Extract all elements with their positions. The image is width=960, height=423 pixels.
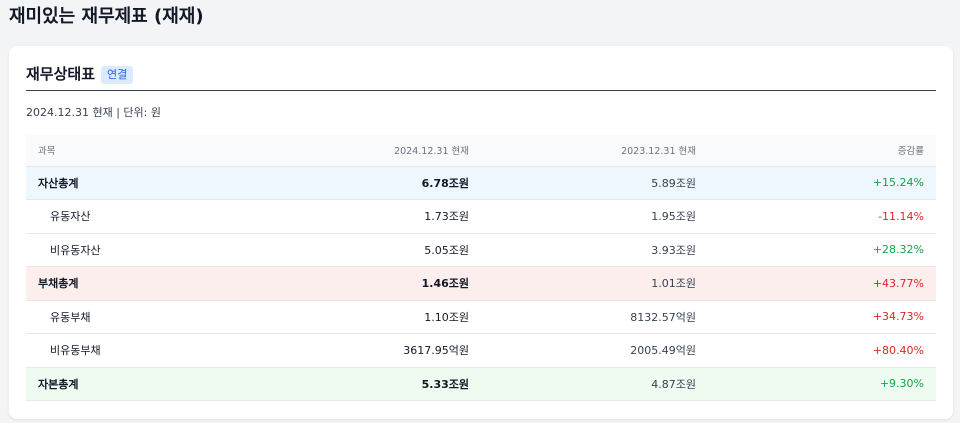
balance-sheet-table: 과목 2024.12.31 현재 2023.12.31 현재 증감률 자산총계 6…	[26, 135, 936, 401]
row-previous-value: 3.93조원	[651, 243, 696, 257]
row-previous-value: 2005.49억원	[630, 344, 696, 358]
row-previous-value: 8132.57억원	[630, 310, 696, 324]
table-row: 자본총계 5.33조원 4.87조원 +9.30%	[26, 367, 936, 401]
row-change-rate: +15.24%	[872, 176, 924, 190]
header-change: 증감률	[696, 135, 936, 167]
report-date-unit: 2024.12.31 현재 | 단위: 원	[26, 106, 161, 119]
row-current-value: 3617.95억원	[403, 344, 469, 358]
row-change-rate: +28.32%	[872, 243, 924, 257]
row-label: 비유동자산	[50, 243, 101, 257]
row-current-value: 6.78조원	[421, 176, 469, 190]
section-header: 재무상태표 연결	[26, 63, 936, 91]
table-row: 자산총계 6.78조원 5.89조원 +15.24%	[26, 166, 936, 200]
row-change-rate: +80.40%	[872, 343, 924, 357]
header-previous: 2023.12.31 현재	[469, 135, 696, 167]
section-title: 재무상태표	[26, 65, 96, 83]
row-change-rate: -11.14%	[878, 209, 924, 223]
row-change-rate: +34.73%	[872, 310, 924, 324]
row-label: 부채총계	[38, 277, 79, 291]
row-change-rate: +9.30%	[879, 377, 924, 391]
header-account: 과목	[26, 135, 253, 167]
row-change-rate: +43.77%	[872, 276, 924, 290]
row-previous-value: 4.87조원	[651, 377, 696, 391]
table-row: 부채총계 1.46조원 1.01조원 +43.77%	[26, 266, 936, 300]
row-current-value: 5.33조원	[421, 377, 469, 391]
table-row: 유동자산 1.73조원 1.95조원 -11.14%	[26, 200, 936, 233]
row-previous-value: 1.01조원	[651, 277, 696, 291]
row-label: 자산총계	[38, 176, 79, 190]
row-current-value: 1.10조원	[424, 310, 469, 324]
row-label: 비유동부채	[50, 344, 101, 358]
table-row: 비유동부채 3617.95억원 2005.49억원 +80.40%	[26, 334, 936, 367]
page-title: 재미있는 재무제표 (재재)	[9, 6, 204, 27]
row-label: 유동자산	[50, 210, 91, 224]
row-label: 자본총계	[38, 377, 79, 391]
row-current-value: 5.05조원	[424, 243, 469, 257]
consolidated-badge: 연결	[101, 66, 134, 84]
table-row: 유동부채 1.10조원 8132.57억원 +34.73%	[26, 300, 936, 334]
balance-sheet-card: 재무상태표 연결 2024.12.31 현재 | 단위: 원 과목 2024.1…	[9, 46, 953, 419]
row-previous-value: 1.95조원	[651, 210, 696, 224]
table-row: 비유동자산 5.05조원 3.93조원 +28.32%	[26, 233, 936, 267]
header-current: 2024.12.31 현재	[253, 135, 469, 167]
row-previous-value: 5.89조원	[651, 176, 696, 190]
table-header-row: 과목 2024.12.31 현재 2023.12.31 현재 증감률	[26, 135, 936, 167]
row-current-value: 1.46조원	[421, 277, 469, 291]
row-current-value: 1.73조원	[424, 210, 469, 224]
row-label: 유동부채	[50, 310, 91, 324]
